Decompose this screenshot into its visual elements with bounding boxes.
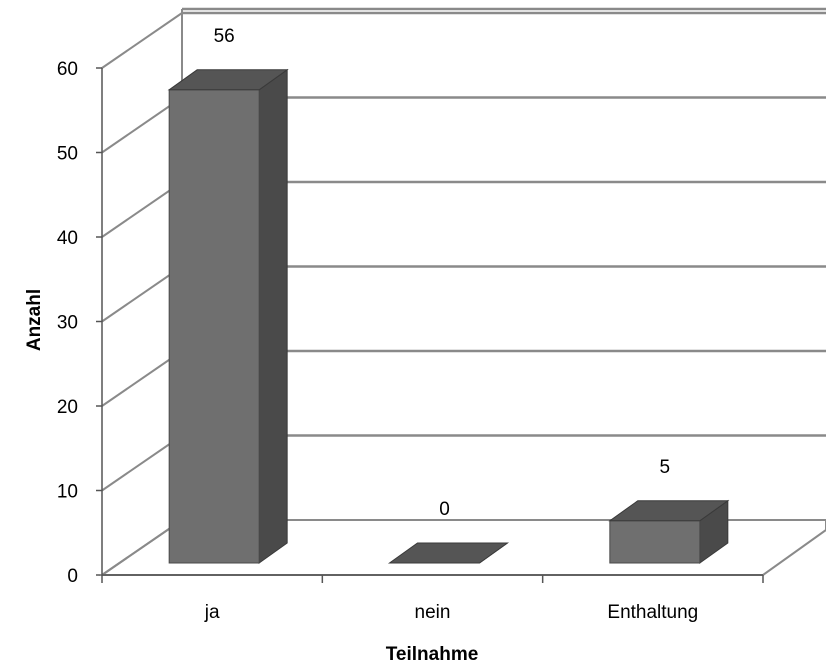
y-tick-label-3: 30: [57, 313, 78, 334]
category-label-0: ja: [204, 602, 220, 623]
bar-side-0: [259, 70, 287, 563]
y-tick-label-0: 0: [67, 566, 78, 587]
bar-0: [169, 70, 287, 563]
data-label-2: 5: [660, 457, 671, 478]
labels: 0 10 20 30 40 50 60 56 ja 0 nein 5 Enthaltung: [57, 26, 698, 623]
bar-front-2: [610, 521, 700, 563]
bar-top-1: [390, 543, 508, 563]
data-label-0: 56: [214, 26, 235, 47]
y-tick-label-6: 60: [57, 59, 78, 80]
bar-2: [610, 501, 728, 563]
y-axis-title: Anzahl: [24, 289, 45, 351]
bar-1: [390, 543, 508, 563]
bars: [169, 70, 728, 563]
y-tick-label-5: 50: [57, 144, 78, 165]
bar-front-0: [169, 90, 259, 563]
category-label-1: nein: [415, 602, 451, 623]
x-axis-title: Teilnahme: [386, 644, 479, 665]
y-tick-label-2: 20: [57, 397, 78, 418]
y-tick-label-1: 10: [57, 482, 78, 503]
category-label-2: Enthaltung: [607, 602, 698, 623]
y-tick-label-4: 40: [57, 228, 78, 249]
gridline-wall-6: [102, 13, 182, 68]
data-label-1: 0: [439, 499, 450, 520]
